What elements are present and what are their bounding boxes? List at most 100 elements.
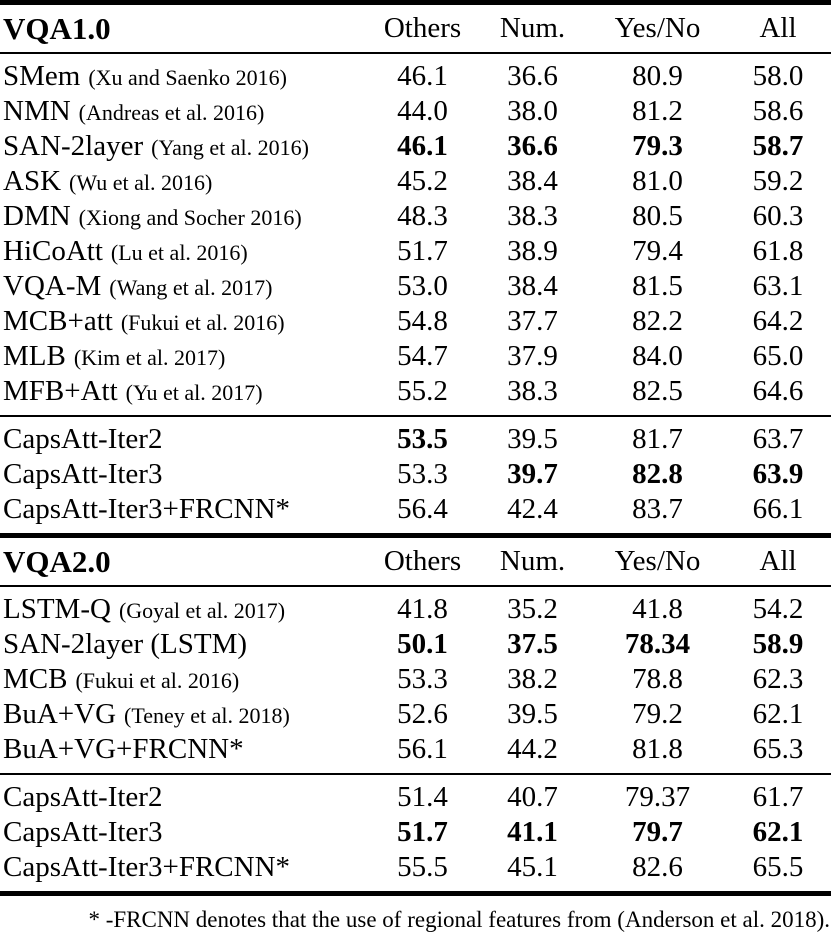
citation: (Fukui et al. 2016) (120, 310, 285, 335)
table-row: LSTM-Q (Goyal et al. 2017) 41.8 35.2 41.8 54.… (0, 592, 831, 627)
metric-value-all: 66.1 (752, 493, 804, 525)
divider-thick (0, 533, 831, 538)
method-cell: NMN (Andreas et al. 2016) (0, 95, 370, 128)
method-name: VQA-M (3, 270, 102, 302)
metric-value-num: 41.1 (507, 816, 558, 848)
citation: (Xu and Saenko 2016) (88, 65, 287, 90)
metric-value-yesno: 82.8 (632, 458, 683, 490)
citation: (Andreas et al. 2016) (78, 100, 265, 125)
method-name: DMN (3, 200, 71, 232)
metric-value-others: 50.1 (397, 628, 448, 660)
divider-thin (0, 52, 831, 54)
metric-value-yesno: 82.2 (632, 305, 683, 337)
metric-value-others: 56.1 (397, 733, 448, 765)
metric-value-all: 64.6 (752, 375, 804, 407)
metric-value-all: 62.3 (752, 663, 804, 695)
table-row: ASK (Wu et al. 2016) 45.2 38.4 81.0 59.2 (0, 164, 831, 199)
footnote: * -FRCNN denotes that the use of regiona… (88, 907, 830, 932)
section-header-row: VQA2.0 Others Num. Yes/No All (0, 538, 831, 585)
divider-thin (0, 415, 831, 417)
column-header-all: All (759, 12, 797, 44)
citation: (Yu et al. 2017) (125, 380, 263, 405)
metric-value-yesno: 83.7 (632, 493, 683, 525)
method-cell: HiCoAtt (Lu et al. 2016) (0, 235, 370, 268)
table-row: MLB (Kim et al. 2017) 54.7 37.9 84.0 65.0 (0, 339, 831, 374)
method-cell: MCB+att (Fukui et al. 2016) (0, 305, 370, 338)
metric-value-others: 55.2 (397, 375, 448, 407)
metric-value-others: 46.1 (397, 130, 448, 162)
metric-value-others: 41.8 (397, 593, 448, 625)
metric-value-yesno: 82.5 (632, 375, 683, 407)
row-group-2: CapsAtt-Iter2 51.4 40.7 79.37 61.7 CapsAtt-It… (0, 775, 831, 891)
metric-value-all: 65.5 (752, 851, 804, 883)
metric-value-all: 62.1 (752, 816, 804, 848)
method-cell: SMem (Xu and Saenko 2016) (0, 60, 370, 93)
table-row: MCB (Fukui et al. 2016) 53.3 38.2 78.8 62.3 (0, 662, 831, 697)
method-name: CapsAtt-Iter3+FRCNN* (3, 493, 291, 525)
metric-value-all: 62.1 (752, 698, 804, 730)
column-header-others: Others (383, 545, 462, 577)
table-row: CapsAtt-Iter3 51.7 41.1 79.7 62.1 (0, 815, 831, 850)
method-name: CapsAtt-Iter2 (3, 423, 163, 455)
metric-value-others: 48.3 (397, 200, 448, 232)
method-cell: MLB (Kim et al. 2017) (0, 340, 370, 373)
metric-value-yesno: 79.4 (632, 235, 683, 267)
citation: (Goyal et al. 2017) (118, 598, 286, 623)
metric-value-others: 54.8 (397, 305, 448, 337)
metric-value-others: 52.6 (397, 698, 448, 730)
metric-value-num: 38.4 (507, 270, 558, 302)
column-header-yesno: Yes/No (614, 545, 701, 577)
method-cell: CapsAtt-Iter2 (0, 423, 370, 456)
table-row: SMem (Xu and Saenko 2016) 46.1 36.6 80.9 58.0 (0, 59, 831, 94)
column-header-yesno: Yes/No (614, 12, 701, 44)
metric-value-yesno: 81.5 (632, 270, 683, 302)
metric-value-num: 38.0 (507, 95, 558, 127)
table-row: MCB+att (Fukui et al. 2016) 54.8 37.7 82.2 64… (0, 304, 831, 339)
metric-value-others: 54.7 (397, 340, 448, 372)
metric-value-all: 63.7 (752, 423, 804, 455)
metric-value-num: 39.7 (507, 458, 558, 490)
metric-value-all: 58.6 (752, 95, 804, 127)
citation: (Fukui et al. 2016) (75, 668, 240, 693)
table-section-1: VQA1.0 Others Num. Yes/No All SMem (Xu and Sae… (0, 5, 831, 533)
metric-value-others: 45.2 (397, 165, 448, 197)
metric-value-all: 54.2 (752, 593, 804, 625)
table-row: VQA-M (Wang et al. 2017) 53.0 38.4 81.5 63.1 (0, 269, 831, 304)
metric-value-num: 36.6 (507, 130, 558, 162)
method-cell: DMN (Xiong and Socher 2016) (0, 200, 370, 233)
table-row: DMN (Xiong and Socher 2016) 48.3 38.3 80.5 60… (0, 199, 831, 234)
table-row: CapsAtt-Iter3 53.3 39.7 82.8 63.9 (0, 457, 831, 492)
metric-value-num: 38.9 (507, 235, 558, 267)
method-name: MFB+Att (3, 375, 118, 407)
method-cell: CapsAtt-Iter3 (0, 816, 370, 849)
method-cell: CapsAtt-Iter3 (0, 458, 370, 491)
method-name: HiCoAtt (3, 235, 103, 267)
metric-value-yesno: 79.37 (624, 781, 691, 813)
metric-value-all: 63.1 (752, 270, 804, 302)
metric-value-yesno: 84.0 (632, 340, 683, 372)
divider-thin (0, 585, 831, 587)
method-cell: CapsAtt-Iter2 (0, 781, 370, 814)
citation: (Yang et al. 2016) (151, 135, 309, 160)
method-name: SMem (3, 60, 81, 92)
metric-value-num: 38.2 (507, 663, 558, 695)
metric-value-others: 51.4 (397, 781, 448, 813)
method-cell: CapsAtt-Iter3+FRCNN* (0, 851, 370, 884)
method-name: SAN-2layer (LSTM) (3, 628, 248, 660)
metric-value-yesno: 81.0 (632, 165, 683, 197)
metric-value-others: 53.3 (397, 663, 448, 695)
table-row: CapsAtt-Iter3+FRCNN* 56.4 42.4 83.7 66.1 (0, 492, 831, 527)
metric-value-all: 58.7 (752, 130, 804, 162)
table-section-2: VQA2.0 Others Num. Yes/No All LSTM-Q (Goyal et… (0, 538, 831, 891)
method-name: ASK (3, 165, 62, 197)
table-body: VQA1.0 Others Num. Yes/No All SMem (Xu and Sae… (0, 0, 831, 896)
row-group-1: LSTM-Q (Goyal et al. 2017) 41.8 35.2 41.8 54.… (0, 587, 831, 773)
metric-value-others: 53.0 (397, 270, 448, 302)
metric-value-yesno: 81.8 (632, 733, 683, 765)
column-header-others: Others (383, 12, 462, 44)
metric-value-yesno: 79.2 (632, 698, 683, 730)
citation: (Kim et al. 2017) (73, 345, 226, 370)
method-cell: ASK (Wu et al. 2016) (0, 165, 370, 198)
metric-value-num: 36.6 (507, 60, 558, 92)
metric-value-num: 39.5 (507, 698, 558, 730)
